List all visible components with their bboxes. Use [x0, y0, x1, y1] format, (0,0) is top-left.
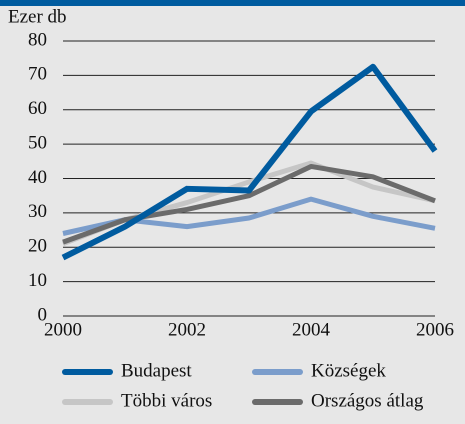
y-tick-label: 70: [28, 64, 47, 85]
y-tick-label: 40: [28, 167, 47, 188]
legend-label: Községek: [311, 360, 386, 381]
y-tick-label: 10: [28, 270, 47, 291]
top-bar: [0, 0, 465, 6]
y-tick-label: 20: [28, 236, 47, 257]
x-tick-label: 2000: [44, 319, 82, 340]
y-tick-label: 80: [28, 29, 47, 50]
axis-unit-title: Ezer db: [8, 6, 67, 27]
legend-label: Többi város: [121, 390, 212, 411]
series-line: [61, 63, 438, 261]
legend-label: Budapest: [121, 360, 192, 381]
legend-label: Országos átlag: [311, 390, 424, 411]
x-tick-label: 2006: [416, 319, 454, 340]
x-tick-label: 2002: [168, 319, 206, 340]
x-tick-label: 2004: [292, 319, 331, 340]
y-tick-label: 0: [38, 304, 48, 325]
series-line: [62, 163, 436, 245]
y-tick-label: 60: [28, 98, 47, 119]
y-tick-label: 30: [28, 201, 47, 222]
y-tick-label: 50: [28, 132, 47, 153]
